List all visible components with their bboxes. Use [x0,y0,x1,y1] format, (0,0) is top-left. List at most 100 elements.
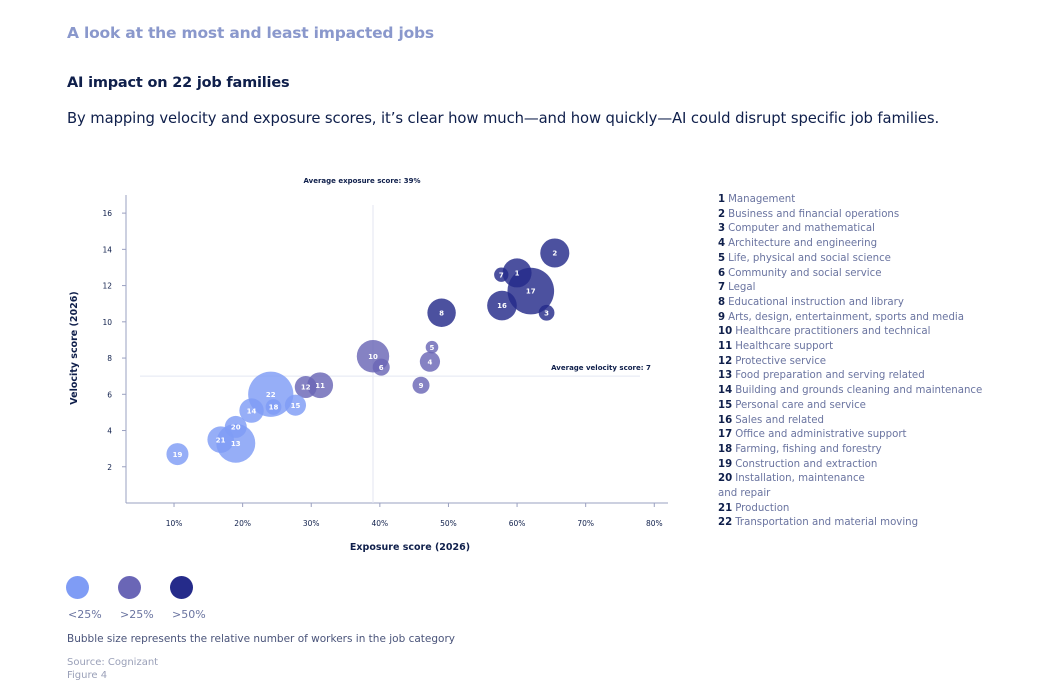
legend-item-number: 10 [718,326,733,338]
source-text: Source: Cognizant [67,657,159,668]
bubble-label-3: 3 [544,309,549,317]
legend-item-label: Protective service [735,355,827,367]
legend-item-9: 9 Arts, design, entertainment, sports and… [718,311,1018,326]
bubble-label-1: 1 [515,270,520,278]
y-tick-label: 10 [102,318,112,327]
key-item-mid: >25% [118,576,154,621]
legend-item-12: 12 Protective service [718,355,1018,370]
legend-item-number: 12 [718,355,733,367]
legend-item-label: Life, physical and social science [728,252,891,264]
bubble-label-10: 10 [368,353,378,361]
y-axis-label: Velocity score (2026) [69,291,80,404]
legend-item-4: 4 Architecture and engineering [718,237,1018,252]
legend-item-number: 16 [718,414,733,426]
bubble-label-9: 9 [419,382,424,390]
bubble-chart: Average exposure score: 39% Average veloc… [69,177,668,553]
legend-item-number: 18 [718,443,733,455]
x-tick-label: 70% [577,519,594,528]
legend-item-label: Healthcare practitioners and technical [735,326,931,338]
bubble-label-13: 13 [231,440,241,448]
legend-item-label: Arts, design, entertainment, sports and … [728,311,964,323]
legend-item-21: 21 Production [718,502,1018,517]
y-tick-label: 2 [107,463,112,472]
bubble-3 [538,304,555,321]
y-tick-label: 14 [102,245,112,254]
bubble-5 [425,340,439,354]
legend-item-number: 2 [718,208,726,220]
y-tick-label: 16 [102,209,112,218]
key-item-low: <25% [66,576,102,621]
legend-item-label: Management [728,194,796,205]
bubble-9 [412,376,430,394]
avg-exposure-label: Average exposure score: 39% [303,177,420,185]
legend-item-label: Healthcare support [735,341,834,353]
bubble-label-18: 18 [269,404,279,412]
bubble-size-note: Bubble size represents the relative numb… [67,633,456,645]
legend-item-label: Farming, fishing and forestry [735,443,882,455]
bubble-label-20: 20 [231,424,241,432]
bubble-label-11: 11 [315,382,325,390]
bubble-1 [502,258,532,288]
legend-item-number: 3 [718,223,726,235]
bubble-16 [487,290,517,321]
legend-item-number: 9 [718,311,726,323]
legend-item-6: 6 Community and social service [718,267,1018,282]
legend-item-14: 14 Building and grounds cleaning and main… [718,384,1018,399]
key-item-high: >50% [170,576,206,621]
legend-item-label: Business and financial operations [728,208,900,220]
y-tick-label: 6 [107,390,112,399]
legend-item-number: 5 [718,252,726,264]
key-swatch-mid [118,576,141,599]
legend-item-10: 10 Healthcare practitioners and technical [718,325,1018,340]
bubble-19 [166,443,189,466]
bubble-label-6: 6 [379,364,384,372]
legend-item-label: Community and social service [728,267,882,279]
bubble-15 [284,394,307,416]
legend-item-label: Installation, maintenance and repair [718,473,865,500]
legend-item-number: 7 [718,282,726,294]
bubble-label-4: 4 [427,358,432,366]
legend-item-label: Production [735,502,790,514]
bubble-label-17: 17 [526,288,536,296]
legend-item-number: 11 [718,341,733,353]
legend-item-label: Construction and extraction [735,458,878,470]
legend-item-17: 17 Office and administrative support [718,428,1018,443]
legend-item-number: 14 [718,385,733,397]
legend-item-label: Legal [728,282,756,294]
legend-item-label: Computer and mathematical [728,223,875,235]
legend-item-18: 18 Farming, fishing and forestry [718,443,1018,458]
legend-item-number: 8 [718,296,726,308]
legend-item-15: 15 Personal care and service [718,399,1018,414]
job-family-legend: 1 Management 2 Business and financial opera… [718,193,1018,531]
legend-item-number: 22 [718,517,733,529]
bubble-18 [265,399,282,415]
y-tick-label: 12 [102,282,112,291]
bubble-7 [494,267,509,282]
legend-item-16: 16 Sales and related [718,414,1018,429]
bubble-label-22: 22 [266,391,276,399]
x-tick-label: 50% [440,519,457,528]
bubble-2 [540,238,570,268]
legend-item-label: Educational instruction and library [728,296,904,308]
legend-item-13: 13 Food preparation and serving related [718,369,1018,384]
x-tick-label: 60% [509,519,526,528]
bubble-12 [294,376,317,399]
key-swatch-low [66,576,89,599]
avg-velocity-label: Average velocity score: 7 [551,364,651,372]
legend-item-number: 19 [718,458,733,470]
legend-item-20: 20 Installation, maintenance and repair [718,472,868,501]
x-axis-label: Exposure score (2026) [350,542,470,553]
legend-item-number: 1 [718,194,726,205]
bubble-4 [419,351,441,372]
bubble-label-21: 21 [216,436,226,444]
bubble-8 [427,298,456,327]
x-tick-label: 10% [166,519,183,528]
legend-item-label: Sales and related [735,414,824,426]
legend-item-5: 5 Life, physical and social science [718,252,1018,267]
bubble-14 [239,398,264,423]
legend-item-label: Food preparation and serving related [735,370,925,382]
legend-item-2: 2 Business and financial operations [718,208,1018,223]
legend-item-8: 8 Educational instruction and library [718,296,1018,311]
page-kicker: A look at the most and least impacted jo… [67,24,434,42]
x-tick-label: 80% [646,519,663,528]
